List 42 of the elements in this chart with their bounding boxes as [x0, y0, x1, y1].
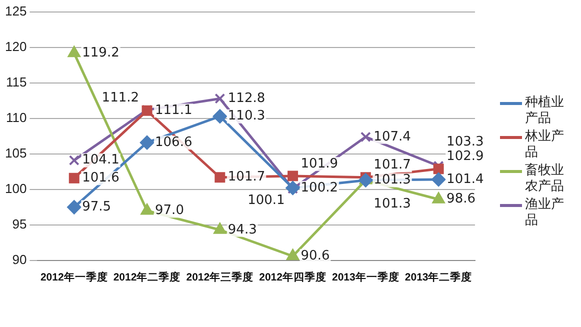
data-label: 110.3	[228, 108, 266, 124]
data-label: 101.4	[446, 172, 484, 187]
legend-label: 渔业产品	[525, 197, 565, 229]
x-tick-label: 2013年一季度	[332, 270, 400, 284]
legend-label: 畜牧业农产品	[525, 163, 565, 195]
y-tick-label: 120	[4, 39, 27, 54]
data-label: 90.6	[300, 248, 330, 264]
x-tick-label: 2012年三季度	[186, 270, 254, 284]
data-label: 104.1	[82, 152, 120, 168]
data-label: 100.1	[248, 193, 285, 208]
x-tick-label: 2013年二季度	[404, 270, 472, 284]
legend-label: 种植业产品	[525, 95, 565, 127]
y-tick-label: 100	[4, 181, 27, 196]
data-label: 97.5	[82, 200, 112, 215]
y-tick-label: 95	[12, 216, 27, 232]
data-label: 112.8	[228, 90, 266, 106]
data-label: 94.3	[228, 222, 257, 238]
x-tick-label: 2012年四季度	[259, 270, 326, 284]
data-label: 101.6	[82, 170, 120, 186]
data-label: 101.3	[374, 172, 411, 188]
data-label: 100.2	[300, 180, 338, 196]
data-label: 101.7	[374, 158, 411, 173]
y-tick-label: 115	[6, 74, 27, 90]
x-tick-label: 2012年一季度	[40, 270, 108, 284]
data-label: 101.9	[300, 156, 338, 172]
data-label: 101.7	[228, 170, 266, 185]
data-label: 119.2	[82, 46, 120, 61]
data-label: 97.0	[155, 203, 184, 218]
y-tick-label: 110	[6, 110, 27, 126]
data-label: 101.3	[374, 196, 411, 212]
data-label: 103.3	[446, 134, 484, 150]
data-label: 106.6	[155, 134, 192, 150]
x-tick-label: 2012年二季度	[113, 270, 181, 284]
y-tick-label: 105	[4, 146, 27, 161]
data-label: 98.6	[446, 192, 476, 207]
data-label: 111.2	[102, 90, 140, 106]
data-label: 111.1	[155, 103, 192, 118]
data-label: 102.9	[446, 149, 484, 164]
data-label: 107.4	[374, 129, 411, 144]
y-tick-label: 90	[12, 252, 27, 267]
y-tick-label: 125	[4, 4, 27, 19]
legend-label: 林业产品	[525, 129, 565, 161]
